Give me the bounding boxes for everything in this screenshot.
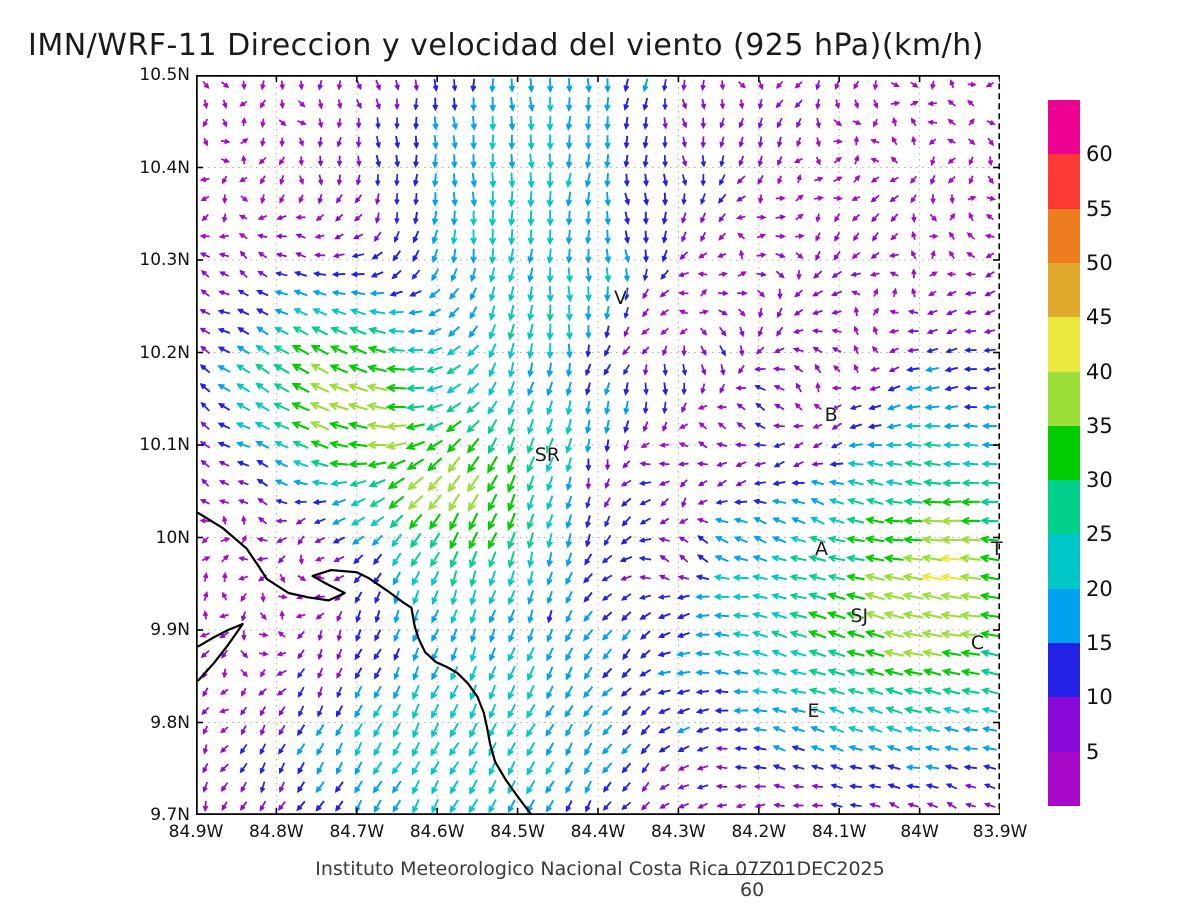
- y-tick-label: 10.5N: [139, 65, 190, 85]
- coastline: [198, 513, 530, 813]
- colorbar-band: [1048, 534, 1080, 589]
- y-tick-label: 10.3N: [139, 250, 190, 270]
- colorbar-band: [1048, 480, 1080, 535]
- colorbar-band: [1048, 643, 1080, 698]
- colorbar-band: [1048, 426, 1080, 481]
- colorbar-band: [1048, 317, 1080, 372]
- y-tick-label: 10.1N: [139, 435, 190, 455]
- colorbar-tick-labels: 60 55 50 45 40 35 30 25 20 15 10 5: [1086, 100, 1156, 806]
- wind-vector-field: [196, 75, 1000, 815]
- colorbar-band: [1048, 697, 1080, 752]
- x-tick-label: 83.9W: [973, 822, 1028, 842]
- station-label-v: V: [614, 287, 627, 309]
- colorbar-label: 50: [1086, 251, 1113, 275]
- colorbar-label: 35: [1086, 414, 1113, 438]
- colorbar-label: 5: [1086, 740, 1099, 764]
- map-plot-area: V SR B A SJ C E T: [196, 75, 1000, 815]
- y-tick-label: 9.9N: [150, 620, 190, 640]
- x-tick-label: 84.3W: [651, 822, 706, 842]
- reference-vector-label: 60: [740, 879, 764, 901]
- x-tick-label: 84.9W: [169, 822, 224, 842]
- station-label-sr: SR: [535, 444, 560, 466]
- x-tick-label: 84.1W: [812, 822, 867, 842]
- station-label-t: T: [991, 538, 1003, 560]
- colorbar-label: 15: [1086, 631, 1113, 655]
- x-tick-label: 84.6W: [410, 822, 465, 842]
- colorbar-band: [1048, 100, 1080, 155]
- reference-vector: 60: [718, 870, 838, 904]
- y-tick-label: 10N: [156, 528, 190, 548]
- y-tick-label: 9.8N: [150, 713, 190, 733]
- colorbar: [1048, 100, 1080, 806]
- y-tick-label: 10.4N: [139, 158, 190, 178]
- colorbar-label: 45: [1086, 305, 1113, 329]
- x-tick-label: 84.4W: [571, 822, 626, 842]
- x-tick-label: 84.5W: [490, 822, 545, 842]
- footer-credit: Instituto Meteorologico Nacional Costa R…: [0, 858, 1200, 880]
- colorbar-label: 30: [1086, 468, 1113, 492]
- colorbar-band: [1048, 752, 1080, 807]
- colorbar-band: [1048, 589, 1080, 644]
- colorbar-label: 10: [1086, 685, 1113, 709]
- colorbar-band: [1048, 372, 1080, 427]
- station-label-sj: SJ: [850, 605, 868, 627]
- station-label-c: C: [971, 632, 984, 654]
- colorbar-label: 60: [1086, 142, 1113, 166]
- x-tick-label: 84.2W: [731, 822, 786, 842]
- reference-vector-line: [718, 874, 794, 875]
- colorbar-label: 25: [1086, 522, 1113, 546]
- page-title: IMN/WRF-11 Direccion y velocidad del vie…: [28, 28, 984, 63]
- colorbar-label: 40: [1086, 360, 1113, 384]
- y-tick-label: 10.2N: [139, 343, 190, 363]
- station-label-b: B: [825, 404, 838, 426]
- station-label-a: A: [815, 538, 828, 560]
- x-tick-label: 84.8W: [249, 822, 304, 842]
- x-tick-label: 84W: [900, 822, 938, 842]
- station-label-e: E: [807, 700, 819, 722]
- wind-arrows: [201, 78, 999, 812]
- colorbar-band: [1048, 209, 1080, 264]
- colorbar-band: [1048, 154, 1080, 209]
- colorbar-band: [1048, 263, 1080, 318]
- colorbar-label: 20: [1086, 577, 1113, 601]
- colorbar-label: 55: [1086, 197, 1113, 221]
- x-tick-label: 84.7W: [329, 822, 384, 842]
